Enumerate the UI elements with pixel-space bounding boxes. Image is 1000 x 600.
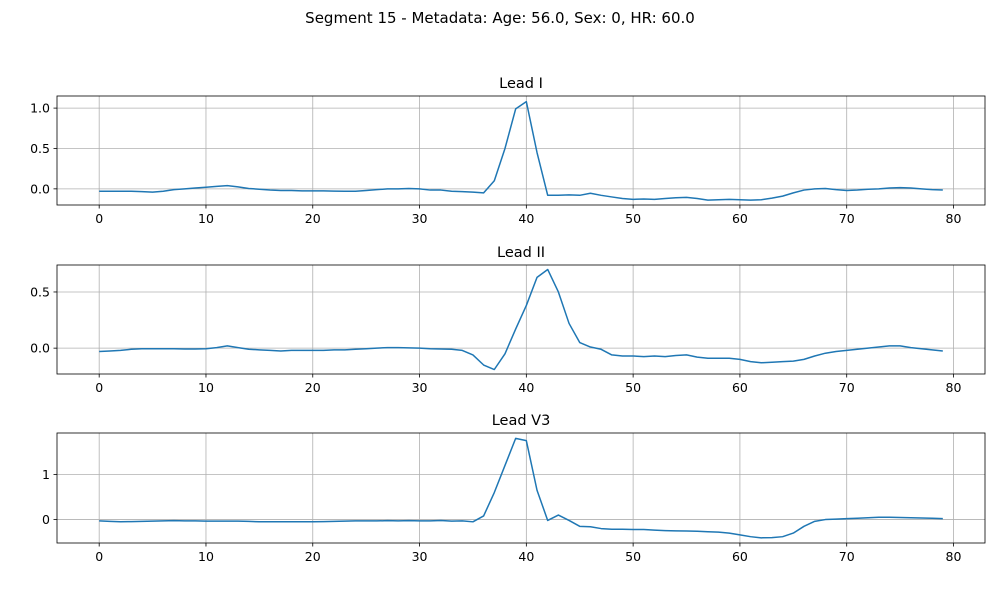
x-tick-label: 50 [625,211,641,226]
x-tick-label: 10 [198,549,214,564]
series-line [99,268,943,371]
y-tick-label: 0.5 [30,284,50,299]
x-tick-label: 40 [518,211,534,226]
x-tick-label: 10 [198,380,214,395]
x-tick-label: 50 [625,549,641,564]
x-tick-label: 20 [305,380,321,395]
x-tick-label: 50 [625,380,641,395]
x-tick-label: 0 [95,549,103,564]
x-tick-label: 0 [95,211,103,226]
y-tick-label: 0.5 [30,141,50,156]
axes-frame [56,432,986,544]
x-tick-label: 20 [305,211,321,226]
x-tick-label: 60 [732,380,748,395]
subplot-3: 0 10 20 30 40 50 60 70 80 0 1 Lead V3 [42,413,986,564]
x-tick-label: 40 [518,380,534,395]
axes-frame [56,95,986,206]
x-tick-label: 30 [412,211,428,226]
x-tick-label: 70 [839,211,855,226]
figure-suptitle: Segment 15 - Metadata: Age: 56.0, Sex: 0… [305,9,695,27]
y-tick-label: 0 [42,512,50,527]
x-tick-label: 60 [732,211,748,226]
y-tick-label: 0.0 [30,341,50,356]
y-tick-label: 1 [42,467,50,482]
x-tick-label: 20 [305,549,321,564]
subplot-2: 0 10 20 30 40 50 60 70 80 0.0 0.5 Lead II [30,245,986,395]
y-tick-label: 0.0 [30,181,50,196]
subplot-title: Lead II [497,245,545,261]
axes-frame [56,264,986,375]
subplot-title: Lead V3 [492,413,551,429]
subplot-title: Lead I [499,76,543,92]
x-tick-label: 40 [518,549,534,564]
x-tick-label: 70 [839,380,855,395]
x-tick-label: 0 [95,380,103,395]
x-tick-label: 60 [732,549,748,564]
x-tick-label: 80 [946,549,962,564]
x-tick-label: 80 [946,211,962,226]
x-tick-label: 80 [946,380,962,395]
y-tick-label: 1.0 [30,101,50,116]
x-tick-label: 30 [412,380,428,395]
x-tick-label: 10 [198,211,214,226]
series-line [99,437,943,539]
x-tick-label: 30 [412,549,428,564]
x-tick-label: 70 [839,549,855,564]
subplot-1: 0 10 20 30 40 50 60 70 80 0.0 0.5 1.0 Lead I [30,76,986,226]
series-line [99,100,943,201]
